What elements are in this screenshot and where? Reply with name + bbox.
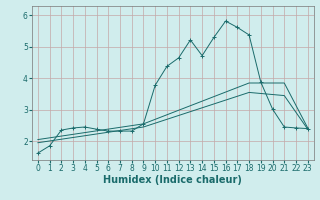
X-axis label: Humidex (Indice chaleur): Humidex (Indice chaleur) xyxy=(103,175,242,185)
